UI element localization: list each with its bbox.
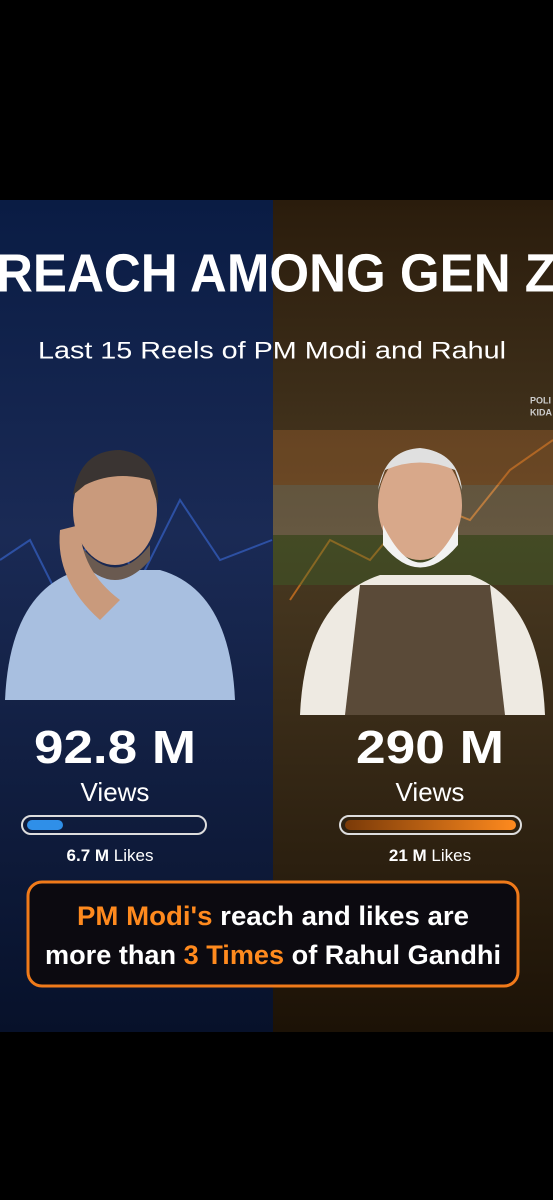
left-likes: 6.7 M Likes (67, 846, 154, 865)
watermark: POLI (530, 395, 551, 405)
title: REACH AMONG GEN Z (0, 243, 553, 303)
right-progress-fill (345, 820, 516, 830)
right-likes: 21 M Likes (389, 846, 471, 865)
highlight: PM Modi's (77, 901, 213, 931)
right-views-label: Views (396, 777, 465, 807)
right-views: 290 M (356, 721, 504, 773)
likes-label: Likes (114, 846, 154, 865)
footer-line: PM Modi's reach and likes are (77, 901, 469, 931)
left-views-label: Views (81, 777, 150, 807)
footer-line: more than 3 Times of Rahul Gandhi (45, 940, 501, 970)
highlight: 3 Times (184, 940, 284, 970)
watermark: KIDA (530, 407, 552, 417)
footer-text: more than (45, 940, 176, 970)
subtitle: Last 15 Reels of PM Modi and Rahul (38, 337, 506, 364)
left-progress-bar (21, 815, 207, 835)
right-progress-bar (339, 815, 522, 835)
left-portrait (5, 450, 235, 700)
likes-label: Likes (431, 846, 471, 865)
footer-box (26, 880, 520, 988)
likes-value: 21 M (389, 846, 427, 865)
footer-text: of Rahul Gandhi (292, 940, 501, 970)
left-progress-fill (27, 820, 63, 830)
right-portrait (300, 448, 545, 715)
left-views: 92.8 M (34, 721, 196, 773)
footer-text: reach and likes are (220, 901, 469, 931)
likes-value: 6.7 M (67, 846, 110, 865)
